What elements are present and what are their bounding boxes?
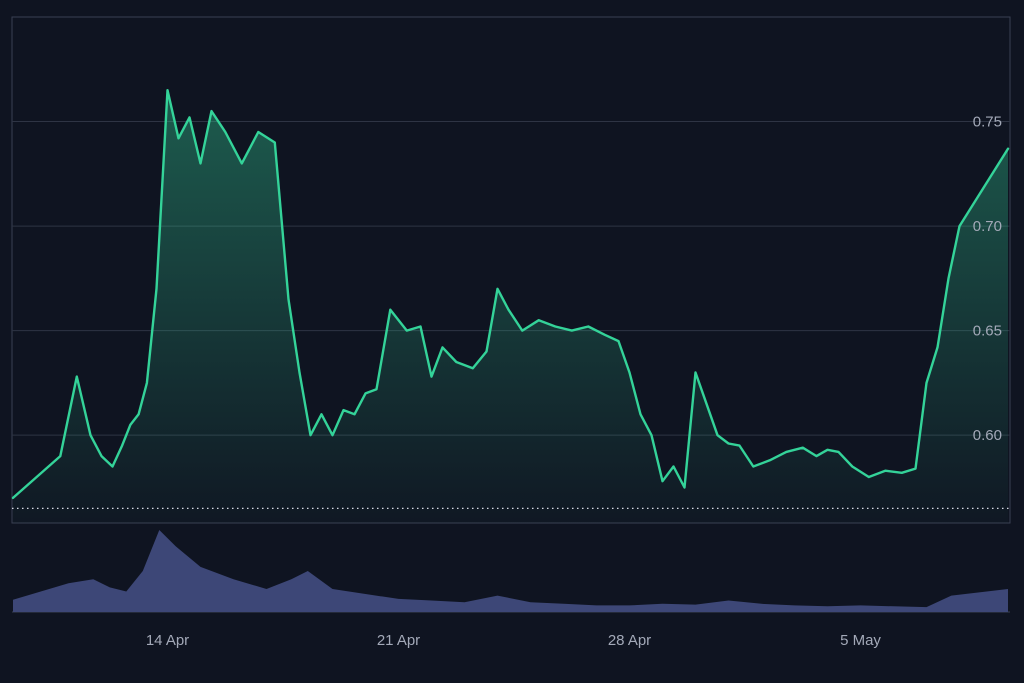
price-line-layer [11, 89, 1010, 500]
x-axis-ticks: 14 Apr 21 Apr 28 Apr 5 May [146, 632, 882, 649]
price-line [11, 89, 1010, 500]
y-tick-label: 0.60 [973, 427, 1002, 444]
volume-area [13, 530, 1008, 612]
y-tick-label: 0.70 [973, 218, 1002, 235]
x-tick-label: 5 May [840, 632, 881, 649]
price-area [13, 90, 1008, 523]
x-tick-label: 28 Apr [608, 632, 651, 649]
y-axis-ticks: 0.60 0.65 0.70 0.75 [973, 114, 1002, 445]
x-tick-label: 14 Apr [146, 632, 189, 649]
x-tick-label: 21 Apr [377, 632, 420, 649]
y-tick-label: 0.75 [973, 114, 1002, 131]
y-tick-label: 0.65 [973, 323, 1002, 340]
volume-layer [13, 530, 1008, 612]
price-area-layer [13, 90, 1008, 523]
